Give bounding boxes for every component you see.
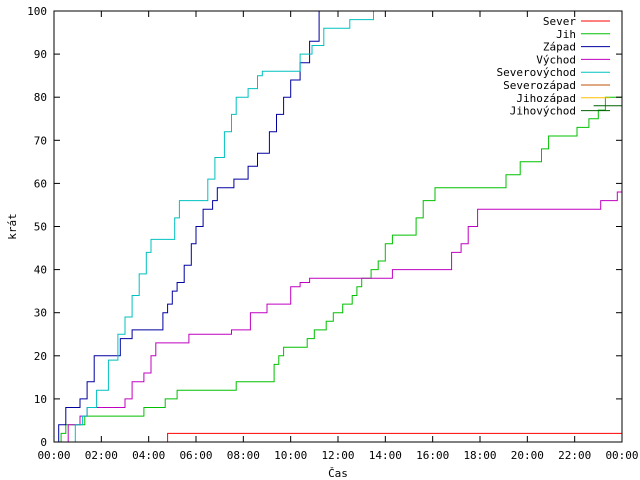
legend-label-jih: Jih [556, 28, 576, 41]
plot-content [54, 11, 622, 443]
legend-label-severozapad: Severozápad [503, 79, 576, 92]
legend-label-vychod: Východ [536, 53, 576, 66]
series-line-severovychod [54, 11, 374, 443]
y-tick-label: 40 [34, 264, 47, 277]
x-tick-label: 16:00 [416, 449, 449, 462]
legend-label-jihovychod: Jihovýchod [510, 105, 576, 118]
y-tick-label: 10 [34, 393, 47, 406]
x-tick-label: 20:00 [511, 449, 544, 462]
legend-label-sever: Sever [543, 15, 576, 28]
x-tick-label: 06:00 [179, 449, 212, 462]
y-tick-label: 60 [34, 177, 47, 190]
x-tick-label: 14:00 [369, 449, 402, 462]
y-tick-label: 90 [34, 48, 47, 61]
x-tick-label: 22:00 [558, 449, 591, 462]
y-tick-label: 80 [34, 91, 47, 104]
x-tick-label: 02:00 [85, 449, 118, 462]
legend-label-jihozapad: Jihozápad [516, 92, 576, 105]
y-tick-label: 0 [40, 436, 47, 449]
legend-label-zapad: Západ [543, 41, 576, 54]
y-tick-label: 20 [34, 350, 47, 363]
series-line-jih [54, 96, 622, 443]
x-tick-label: 12:00 [321, 449, 354, 462]
series-line-vychod [54, 191, 622, 443]
x-tick-label: 18:00 [463, 449, 496, 462]
y-tick-label: 30 [34, 307, 47, 320]
y-tick-label: 50 [34, 221, 47, 234]
y-tick-label: 100 [27, 5, 47, 18]
y-axis-label: krát [6, 213, 19, 240]
legend-label-severovychod: Severovýchod [497, 66, 576, 79]
y-tick-label: 70 [34, 134, 47, 147]
x-tick-label: 04:00 [132, 449, 165, 462]
legend: SeverJihZápadVýchodSeverovýchodSeverozáp… [497, 15, 610, 118]
x-tick-label: 00:00 [37, 449, 70, 462]
x-tick-label: 00:00 [605, 449, 638, 462]
x-axis-label: Čas [328, 467, 348, 480]
x-tick-label: 10:00 [274, 449, 307, 462]
x-tick-label: 08:00 [227, 449, 260, 462]
axes: 0 10 20 30 40 50 60 70 80 90 100 00:00 02:00 04:00 06:… [27, 5, 638, 462]
series-line-zapad [54, 11, 320, 443]
